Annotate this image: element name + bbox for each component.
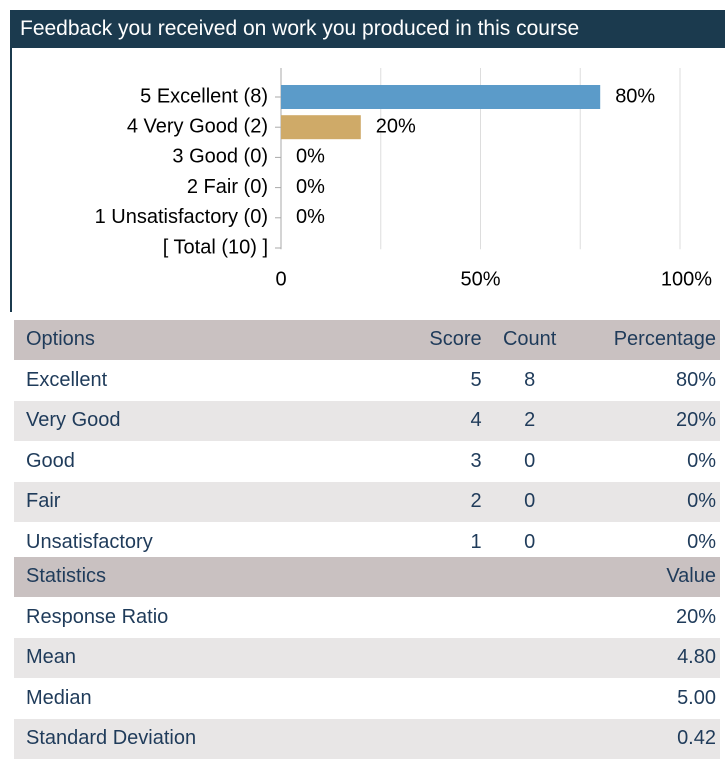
cell: Good bbox=[14, 441, 400, 482]
cell: 8 bbox=[481, 360, 570, 401]
chart: 0 50% 100% 5 Excellent (8) 80% 4 Very Good (2… bbox=[95, 68, 712, 290]
x-tick-label: 0 bbox=[275, 268, 286, 290]
row: Standard Deviation 0.42 bbox=[14, 718, 720, 760]
cell: 3 bbox=[400, 441, 482, 482]
category-label: 5 Excellent (8) bbox=[140, 85, 268, 107]
cell: 4.80 bbox=[535, 637, 720, 679]
category-label: 2 Fair (0) bbox=[187, 176, 268, 198]
cell: Excellent bbox=[14, 360, 400, 401]
cell: 0% bbox=[569, 441, 720, 482]
cell: Score bbox=[400, 320, 482, 361]
x-tick-label: 50% bbox=[460, 268, 500, 290]
cell: 5.00 bbox=[535, 678, 720, 719]
cell: Count bbox=[481, 320, 570, 361]
options-table: Options Score Count Percentage Excellent 5 8 80… bbox=[14, 320, 720, 563]
cell: Percentage bbox=[569, 320, 720, 361]
cell: 0.42 bbox=[535, 718, 720, 760]
stats-table: Statistics Value Response Ratio 20% Mean 4.80… bbox=[14, 557, 720, 760]
row: Good 3 0 0% bbox=[14, 441, 720, 482]
category-label: 4 Very Good (2) bbox=[127, 115, 268, 137]
bar bbox=[281, 115, 361, 140]
category-label: 3 Good (0) bbox=[172, 146, 268, 168]
value-label: 0% bbox=[296, 146, 325, 168]
cell: 5 bbox=[400, 360, 482, 401]
row: Very Good 4 2 20% bbox=[14, 400, 720, 442]
value-label: 0% bbox=[296, 176, 325, 198]
cell: Very Good bbox=[14, 400, 400, 442]
value-label: 80% bbox=[615, 85, 655, 107]
cell: Standard Deviation bbox=[14, 718, 536, 760]
value-label: 20% bbox=[376, 115, 416, 137]
bar bbox=[281, 85, 601, 109]
category-label: 1 Unsatisfactory (0) bbox=[95, 206, 268, 228]
cell: Unsatisfactory bbox=[14, 522, 400, 563]
row: Response Ratio 20% bbox=[14, 597, 720, 638]
value-label: 0% bbox=[296, 206, 325, 228]
cell: 0 bbox=[481, 481, 570, 523]
row: Median 5.00 bbox=[14, 678, 720, 719]
cell: Value bbox=[535, 557, 720, 598]
cell: 20% bbox=[535, 597, 720, 638]
cell: 4 bbox=[400, 400, 482, 442]
cell: Response Ratio bbox=[14, 597, 536, 638]
cell: Statistics bbox=[14, 557, 536, 598]
cell: Options bbox=[14, 320, 400, 361]
cell: 0% bbox=[569, 522, 720, 563]
row: Fair 2 0 0% bbox=[14, 481, 720, 523]
cell: Fair bbox=[14, 481, 400, 523]
category-label: [ Total (10) ] bbox=[163, 236, 268, 258]
x-tick-label: 100% bbox=[661, 268, 712, 290]
row: Mean 4.80 bbox=[14, 637, 720, 679]
cell: Mean bbox=[14, 637, 536, 679]
header-title: Feedback you received on work you produc… bbox=[10, 10, 725, 48]
row: Unsatisfactory 1 0 0% bbox=[14, 522, 720, 563]
header-row: Statistics Value bbox=[14, 557, 720, 598]
cell: 2 bbox=[481, 400, 570, 442]
left-border bbox=[10, 48, 12, 312]
cell: 80% bbox=[569, 360, 720, 401]
row: Excellent 5 8 80% bbox=[14, 360, 720, 401]
cell: 2 bbox=[400, 481, 482, 523]
cell: 0% bbox=[569, 481, 720, 523]
header-row: Options Score Count Percentage bbox=[14, 320, 720, 361]
cell: 0 bbox=[481, 441, 570, 482]
cell: Median bbox=[14, 678, 536, 719]
cell: 20% bbox=[569, 400, 720, 442]
